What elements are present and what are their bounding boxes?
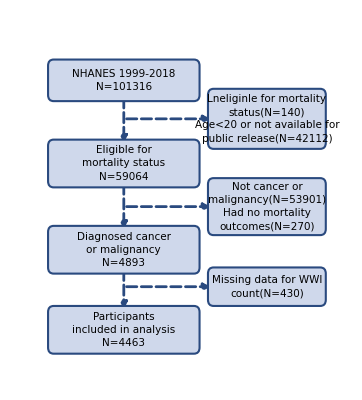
Text: Not cancer or
malignancy(N=53901)
Had no mortality
outcomes(N=270): Not cancer or malignancy(N=53901) Had no… xyxy=(208,182,326,232)
FancyBboxPatch shape xyxy=(208,89,326,149)
FancyBboxPatch shape xyxy=(48,60,199,101)
FancyBboxPatch shape xyxy=(48,140,199,187)
Text: Participants
included in analysis
N=4463: Participants included in analysis N=4463 xyxy=(72,312,176,348)
Text: Missing data for WWI
count(N=430): Missing data for WWI count(N=430) xyxy=(212,275,322,298)
Text: Lneliginle for mortality
status(N=140)
Age<20 or not available for
public releas: Lneliginle for mortality status(N=140) A… xyxy=(194,94,339,144)
FancyBboxPatch shape xyxy=(48,226,199,274)
Text: Diagnosed cancer
or malignancy
N=4893: Diagnosed cancer or malignancy N=4893 xyxy=(77,232,171,268)
FancyBboxPatch shape xyxy=(208,178,326,235)
Text: NHANES 1999-2018
N=101316: NHANES 1999-2018 N=101316 xyxy=(72,69,176,92)
Text: Eligible for
mortality status
N=59064: Eligible for mortality status N=59064 xyxy=(82,145,165,182)
FancyBboxPatch shape xyxy=(208,268,326,306)
FancyBboxPatch shape xyxy=(48,306,199,354)
